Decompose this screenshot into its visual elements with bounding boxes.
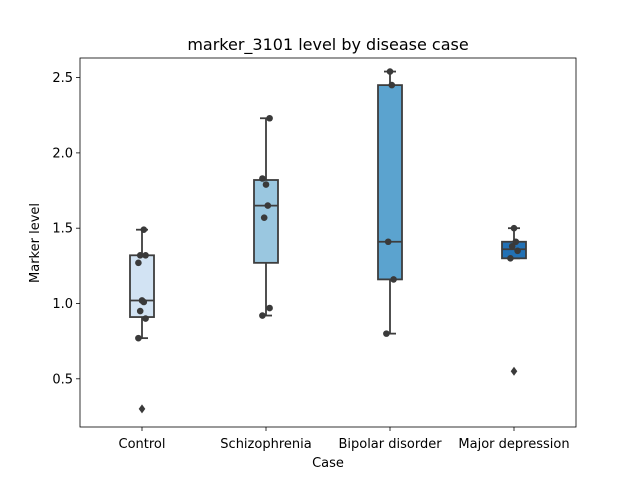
data-point [260,214,268,221]
y-tick-label: 2.5 [52,71,73,86]
outlier-point [510,366,518,376]
x-tick-label: Schizophrenia [220,437,311,452]
y-tick-label: 1.0 [52,297,73,312]
data-point [390,276,397,283]
data-point [266,114,273,122]
x-tick-label: Major depression [458,437,569,452]
data-point [138,297,146,304]
box-group [377,68,403,337]
x-tick-label: Control [119,437,166,452]
x-axis: Control Schizophrenia Bipolar disorder Majo… [119,427,570,452]
data-point [136,252,144,259]
data-point [514,247,521,255]
data-point [259,175,266,182]
box-group [129,226,155,414]
data-point [142,315,149,322]
data-point [383,330,390,337]
data-point [136,307,144,315]
data-point [140,226,148,233]
box-iqr [253,179,279,264]
box-iqr [377,84,403,281]
data-point [507,255,514,262]
data-point [386,68,394,75]
data-point [388,81,396,89]
y-axis-label: Marker level [28,203,43,283]
data-point [512,238,520,246]
chart-title: marker_3101 level by disease case [187,35,468,55]
data-point [142,252,149,259]
data-point [264,202,272,209]
data-point [510,224,518,232]
y-tick-label: 1.5 [52,222,73,237]
data-point [266,304,273,312]
box-group [253,114,279,319]
y-tick-label: 2.0 [52,146,73,161]
data-point [262,181,270,188]
data-point [508,242,516,250]
data-point [259,312,266,319]
data-point [135,334,142,342]
box-iqr [129,254,155,318]
box-group [501,224,527,376]
data-point [384,238,392,246]
outlier-point [138,404,146,414]
x-axis-label: Case [312,456,344,471]
data-point [135,259,142,267]
y-tick-label: 0.5 [52,372,73,387]
y-axis: 0.5 1.0 1.5 2.0 2.5 [52,71,80,387]
boxes-layer [129,68,527,414]
x-tick-label: Bipolar disorder [338,437,442,452]
plot-area [79,57,577,428]
